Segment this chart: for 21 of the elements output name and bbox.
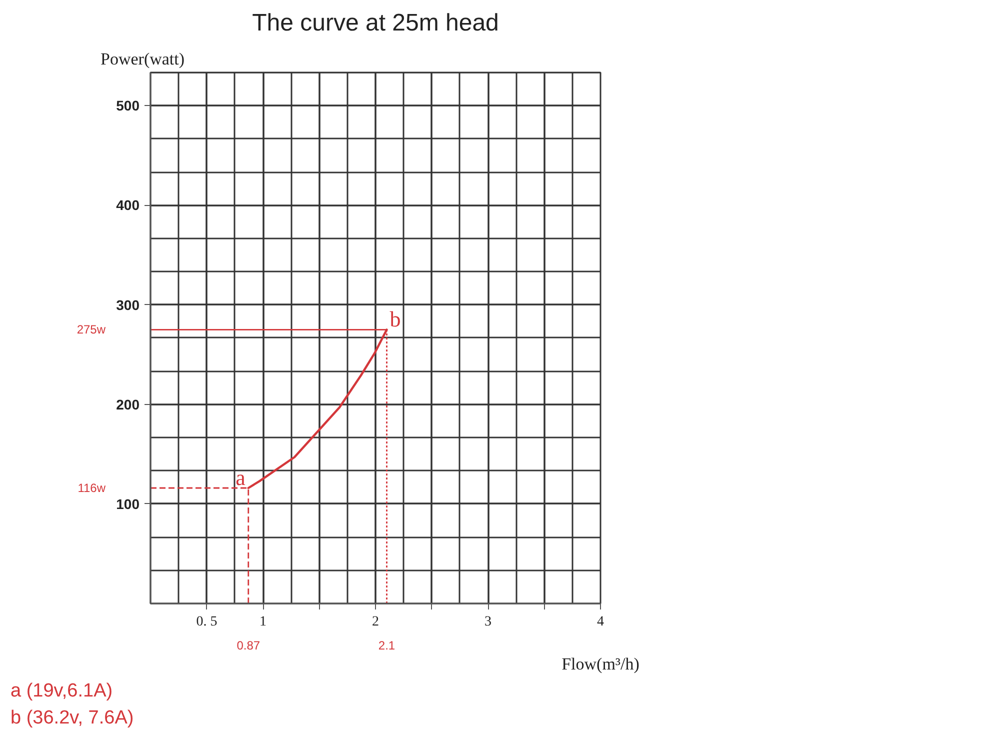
ref-line-label: 2.1 bbox=[378, 638, 396, 652]
x-tick-label: 1 bbox=[260, 614, 266, 630]
ref-line-label: 116w bbox=[78, 481, 106, 495]
y-tick-label: 400 bbox=[116, 197, 140, 214]
ref-line-label: 0.87 bbox=[236, 638, 260, 652]
x-tick-label: 4 bbox=[597, 614, 604, 630]
y-tick-label: 100 bbox=[116, 496, 140, 512]
y-axis-title: Power(watt) bbox=[100, 50, 185, 68]
ref-line-label: 275w bbox=[76, 322, 106, 337]
text: a (19v,6.1A) bbox=[10, 680, 113, 702]
y-tick-label: 300 bbox=[116, 296, 140, 313]
x-tick-label: 0. 5 bbox=[196, 614, 218, 630]
annotation: b bbox=[390, 306, 401, 332]
y-tick-label: 500 bbox=[116, 98, 140, 114]
y-tick-label: 200 bbox=[116, 396, 140, 412]
x-tick-label: 2 bbox=[372, 614, 379, 630]
x-axis-title: Flow(m³/h) bbox=[562, 654, 640, 674]
chart-title: The curve at 25m head bbox=[252, 10, 499, 36]
annotation: a bbox=[236, 465, 246, 490]
x-tick-label: 3 bbox=[484, 614, 492, 630]
text: b (36.2v, 7.6A) bbox=[10, 708, 134, 728]
